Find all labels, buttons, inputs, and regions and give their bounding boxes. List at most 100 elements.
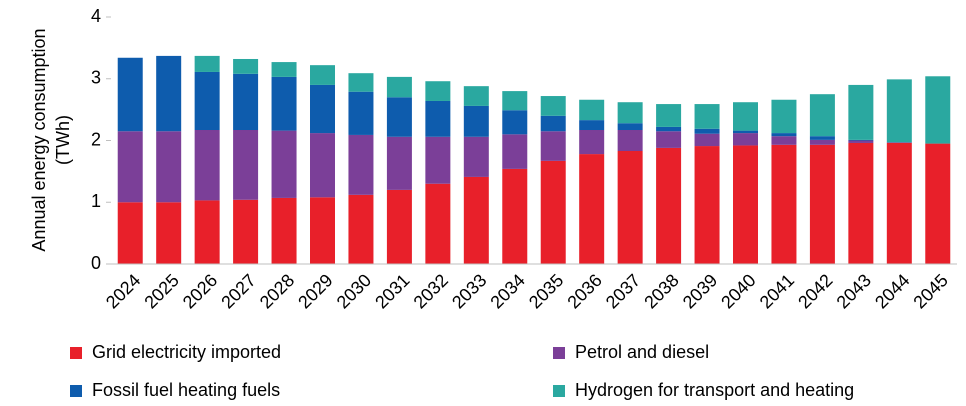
- bar-segment: [310, 84, 335, 134]
- bar-segment: [463, 86, 489, 106]
- x-tick-label: 2042: [794, 270, 836, 312]
- bar-segment: [156, 202, 182, 264]
- x-tick-label: 2040: [717, 270, 759, 312]
- x-tick-label: 2024: [102, 270, 144, 312]
- x-tick-label: 2027: [217, 270, 259, 312]
- bar-segment: [310, 65, 335, 85]
- bar-segment: [233, 58, 259, 74]
- y-tick-label: 3: [91, 68, 101, 88]
- bar-segment: [540, 131, 566, 161]
- bar-segment: [425, 100, 451, 137]
- bar-segment: [386, 189, 412, 264]
- x-tick-label: 2036: [563, 270, 605, 312]
- bar-segment: [809, 144, 835, 264]
- bar-segment: [809, 94, 835, 137]
- bar-segment: [656, 147, 682, 264]
- bar-segment: [386, 97, 412, 137]
- bar-segment: [425, 136, 451, 184]
- bar-segment: [502, 91, 528, 111]
- bar-segment: [425, 81, 451, 101]
- y-tick-label: 2: [91, 129, 101, 149]
- bar-segment: [194, 55, 220, 72]
- y-axis-label: Annual energy consumption: [29, 28, 49, 251]
- x-tick-label: 2035: [525, 270, 567, 312]
- bar-segment: [271, 197, 297, 264]
- bar-segment: [694, 104, 720, 129]
- bar-segment: [156, 55, 182, 132]
- x-tick-label: 2030: [333, 270, 375, 312]
- bar-segment: [502, 168, 528, 264]
- bar-segment: [694, 133, 720, 147]
- bar-segment: [809, 139, 835, 145]
- bar-segment: [233, 130, 259, 200]
- bar-segment: [771, 144, 797, 264]
- legend-label: Fossil fuel heating fuels: [92, 380, 280, 400]
- bar-segment: [848, 139, 874, 141]
- bar-segment: [809, 136, 835, 140]
- bar-segment: [694, 146, 720, 264]
- bar-segment: [617, 123, 643, 131]
- bar-segment: [502, 134, 528, 169]
- bar-segment: [886, 79, 912, 143]
- bar-segment: [579, 130, 605, 155]
- bar-segment: [656, 126, 682, 132]
- bar-segment: [617, 130, 643, 151]
- bar-segment: [310, 197, 335, 264]
- bar-segment: [540, 96, 566, 116]
- bar-segment: [348, 194, 374, 264]
- x-tick-label: 2026: [179, 270, 221, 312]
- bar-segment: [886, 142, 912, 143]
- bar-segment: [502, 110, 528, 135]
- x-tick-label: 2029: [294, 270, 336, 312]
- x-tick-label: 2032: [410, 270, 452, 312]
- bar-segment: [386, 76, 412, 98]
- bar-segment: [540, 115, 566, 132]
- bar-segment: [386, 136, 412, 190]
- x-tick-label: 2044: [871, 270, 913, 312]
- x-tick-label: 2039: [679, 270, 721, 312]
- bar-segment: [579, 120, 605, 131]
- x-tick-label: 2041: [756, 270, 798, 312]
- bar-segment: [733, 145, 758, 264]
- bar-segment: [848, 84, 874, 140]
- bar-segment: [733, 102, 758, 131]
- bar-segment: [694, 128, 720, 134]
- bar-segment: [656, 104, 682, 127]
- bar-segment: [271, 62, 297, 77]
- bar-segment: [771, 133, 797, 137]
- x-tick-label: 2045: [910, 270, 952, 312]
- bar-segment: [733, 133, 758, 146]
- bar-segment: [771, 99, 797, 134]
- legend-swatch: [70, 347, 82, 359]
- bar-segment: [194, 71, 220, 131]
- bar-segment: [579, 154, 605, 264]
- bar-segment: [194, 130, 220, 201]
- bar-segment: [117, 202, 143, 264]
- bar-segment: [348, 91, 374, 135]
- x-tick-label: 2037: [602, 270, 644, 312]
- legend-label: Grid electricity imported: [92, 342, 281, 362]
- bar-segment: [656, 131, 682, 148]
- bar-segment: [617, 150, 643, 264]
- y-tick-label: 1: [91, 191, 101, 211]
- bar-segment: [540, 160, 566, 264]
- bar-segment: [233, 73, 259, 131]
- bar-segment: [848, 142, 874, 264]
- bar-segment: [156, 131, 182, 203]
- bar-segment: [925, 76, 951, 144]
- bar-segment: [348, 73, 374, 92]
- legend-swatch: [553, 347, 565, 359]
- bar-segment: [310, 133, 335, 198]
- x-tick-label: 2043: [833, 270, 875, 312]
- bar-segment: [925, 143, 951, 264]
- x-tick-label: 2031: [371, 270, 413, 312]
- bar-segment: [771, 136, 797, 145]
- bar-segment: [194, 200, 220, 264]
- bar-segment: [425, 183, 451, 264]
- bar-segment: [117, 57, 143, 132]
- bar-segment: [117, 131, 143, 203]
- y-tick-label: 0: [91, 253, 101, 273]
- bar-segment: [463, 176, 489, 264]
- bar-segment: [271, 130, 297, 198]
